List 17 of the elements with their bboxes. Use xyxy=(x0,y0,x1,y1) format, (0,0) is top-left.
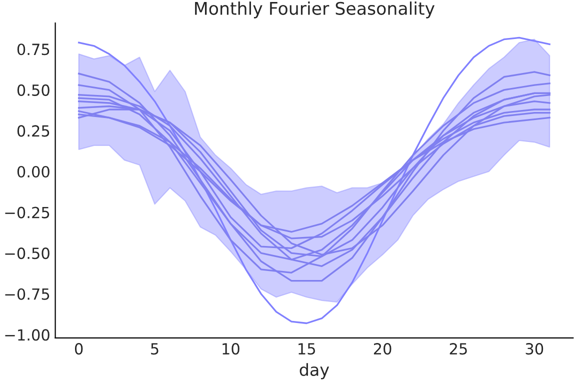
y-tick-label: −1.00 xyxy=(5,329,50,341)
x-tick-label: 25 xyxy=(450,343,467,355)
y-tick-label: −0.50 xyxy=(5,248,50,260)
chart-title: Monthly Fourier Seasonality xyxy=(195,2,435,18)
y-tick-label: −0.25 xyxy=(5,206,50,218)
x-axis-title: day xyxy=(300,363,330,380)
x-tick-label: 10 xyxy=(222,343,240,355)
y-tick-label: −0.75 xyxy=(5,288,50,300)
x-tick-label: 0 xyxy=(74,343,83,355)
y-tick-label: 0.75 xyxy=(17,44,50,56)
x-tick-label: 30 xyxy=(526,343,544,355)
x-tick-label: 5 xyxy=(151,343,158,355)
x-tick-label: 20 xyxy=(374,343,392,355)
y-tick-label: 0.25 xyxy=(17,125,50,137)
x-tick-label: 15 xyxy=(298,343,315,355)
y-tick-label: 0.50 xyxy=(17,84,50,96)
y-tick-label: 0.00 xyxy=(17,166,50,178)
